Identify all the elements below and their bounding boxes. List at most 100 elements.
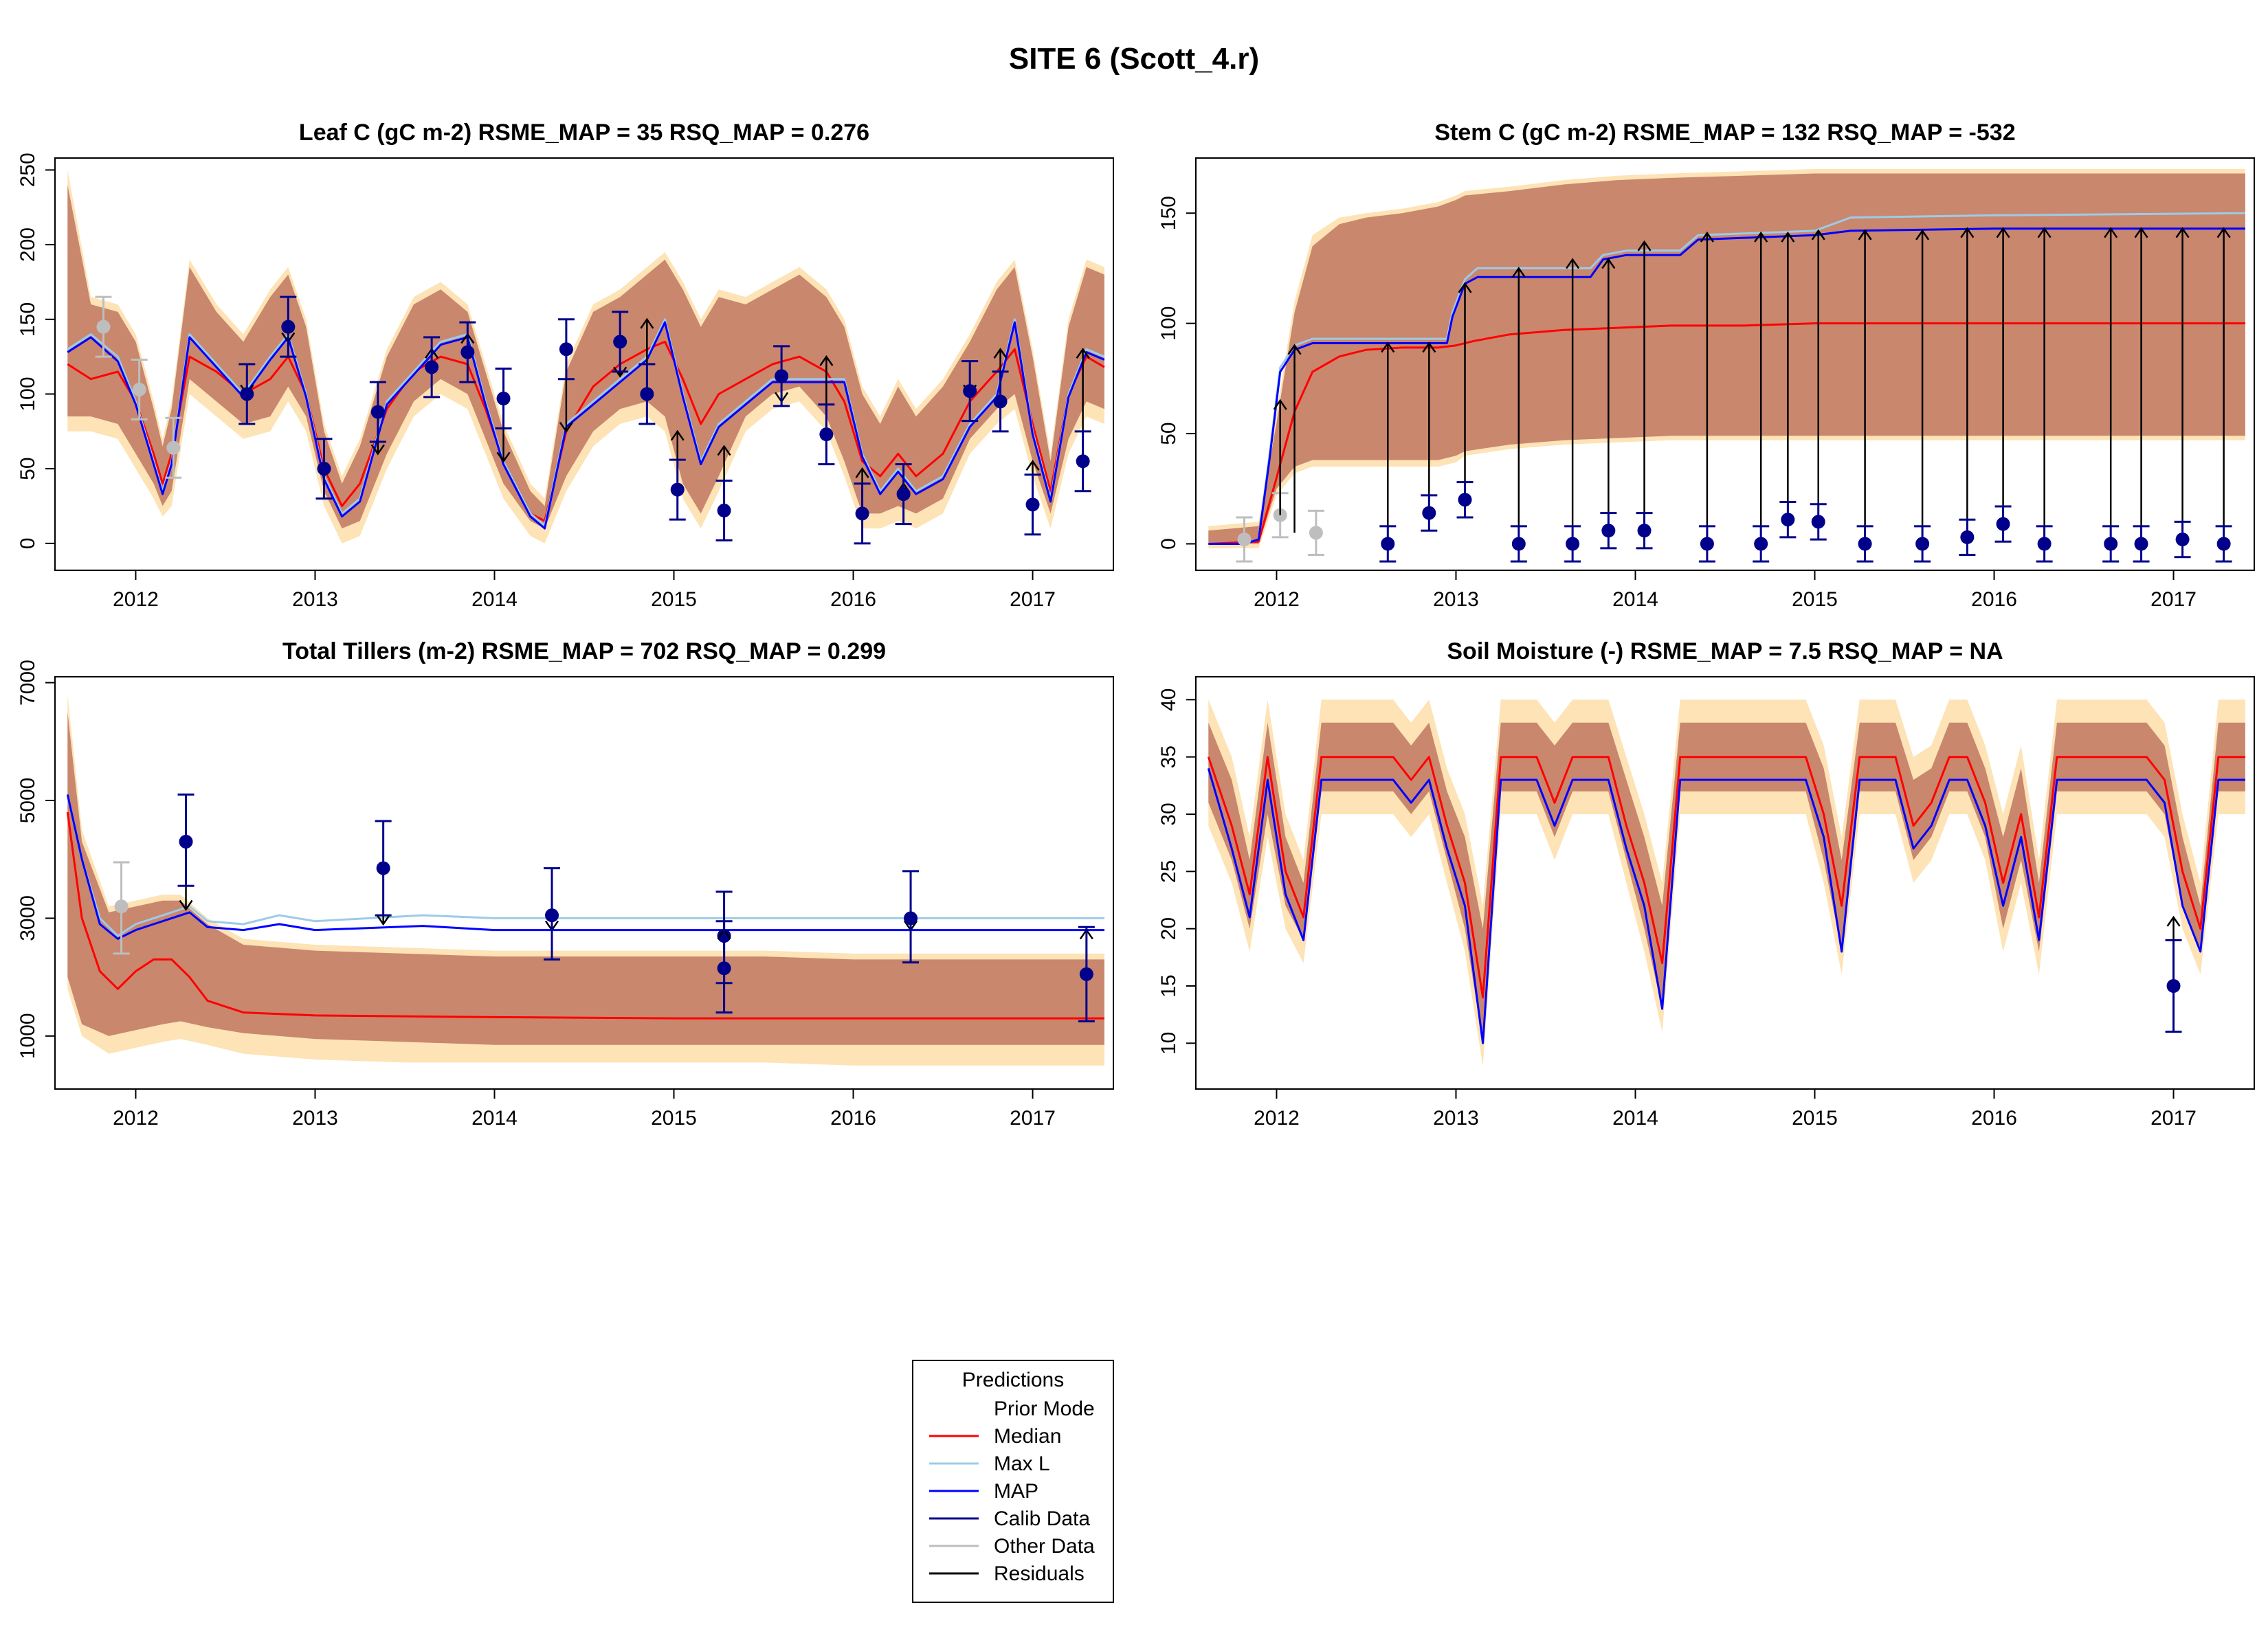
series-line-median [1207,756,2245,999]
data-point [1309,526,1323,540]
data-point [1079,967,1093,981]
x-tick-label: 2013 [292,1107,338,1130]
residual-arrowhead [496,451,511,463]
series-line-median [66,811,1104,1020]
residual-arrowhead [1601,258,1616,269]
plot-area [1208,169,2245,563]
data-point [670,482,685,497]
data-point [1076,454,1090,469]
residual-arrowhead [2104,227,2118,238]
residual-arrowhead [1273,399,1287,410]
x-tick-label: 2013 [292,588,338,611]
y-tick-label: 50 [1157,422,1180,445]
legend-label: Calib Data [994,1507,1090,1530]
data-point [2134,537,2148,551]
y-tick-label: 0 [16,538,39,550]
data-point [613,335,627,349]
residual-arrowhead [993,348,1008,359]
data-point [1960,530,1975,544]
uncertainty-band-inner [1208,722,2245,1044]
series-line-map [1208,227,2245,545]
y-tick-label: 150 [1157,196,1180,230]
y-tick-label: 250 [16,153,39,187]
data-point [1458,493,1472,507]
residual-arrowhead [819,355,834,366]
x-tick-label: 2016 [1971,588,2017,611]
panel-leaf-c: Leaf C (gC m-2) RSME_MAP = 35 RSQ_MAP = … [16,120,1114,611]
uncertainty-band-inner [67,185,1104,529]
y-tick-label: 30 [1157,803,1180,825]
legend-label: Median [994,1425,1061,1448]
data-point [376,861,390,875]
y-tick-label: 50 [16,457,39,480]
series-line-maxl [67,318,1105,527]
y-tick-label: 25 [1157,860,1180,883]
legend-label: Residuals [994,1562,1085,1585]
panel-soil-moisture: Soil Moisture (-) RSME_MAP = 7.5 RSQ_MAP… [1157,638,2255,1130]
legend: Predictions Prior Mode Median Max L MAP Cali… [912,1360,1114,1603]
residual-arrowhead [1960,227,1975,238]
residual-arrowhead [370,444,385,456]
data-point [2216,537,2231,551]
data-point [1915,537,1930,551]
residual-arrowhead [2134,227,2148,238]
data-point [993,394,1008,409]
residual-arrowhead [376,915,390,926]
data-point [1811,515,1825,529]
data-point [240,387,254,401]
x-axis: 2012 2013 2014 2015 2016 2017 [113,1088,1056,1130]
data-point [281,319,296,334]
y-tick-label: 40 [1157,688,1180,711]
data-point [179,835,193,849]
data-point [425,360,439,374]
x-tick-label: 2015 [651,1107,697,1130]
series-line-median [67,340,1105,522]
residual-arrowhead [717,445,731,456]
data-point [1700,537,1714,551]
residual-arrowhead [1287,344,1302,355]
y-axis: 10 15 20 25 30 35 40 [1157,688,1196,1055]
legend-label: Other Data [994,1535,1095,1558]
series-line-median [1208,322,2245,545]
x-tick-label: 2012 [113,1107,159,1130]
x-tick-label: 2016 [830,1107,876,1130]
residual-arrowhead [2175,227,2190,238]
residual-arrowhead [1858,229,1872,240]
data-point [1566,537,1580,551]
data-point [460,345,475,359]
x-tick-label: 2017 [2150,588,2197,611]
series-line-maxl [66,794,1104,937]
plot-area [67,170,1105,545]
residual-arrowhead [670,429,685,441]
y-axis: 0 50 100 150 [1157,196,1196,550]
data-point [717,961,731,976]
y-tick-label: 35 [1157,745,1180,768]
y-tick-label: 3000 [16,895,39,941]
data-point [166,440,181,455]
residual-arrowhead [1700,231,1714,243]
residual-arrowhead [1754,231,1768,243]
residual-arrowhead [2037,227,2052,238]
residual-arrowhead [1811,229,1825,240]
y-axis: 0 50 100 150 200 250 [16,153,55,549]
residual-arrowhead [1025,460,1040,471]
panel-title: Total Tillers (m-2) RSME_MAP = 702 RSQ_M… [282,638,886,664]
residual-arrowhead [559,422,573,434]
panel-title: Soil Moisture (-) RSME_MAP = 7.5 RSQ_MAP… [1447,638,2003,664]
data-point [114,899,129,914]
residual-arrowhead [1076,348,1090,359]
data-point [317,462,331,476]
x-tick-label: 2015 [1792,1107,1838,1130]
y-tick-label: 7000 [16,660,39,706]
y-tick-label: 5000 [16,778,39,824]
data-point [1781,513,1795,527]
y-tick-label: 150 [16,302,39,337]
x-tick-label: 2014 [1612,1107,1658,1130]
series-line-map [66,794,1104,940]
panel-stem-c: Stem C (gC m-2) RSME_MAP = 132 RSQ_MAP =… [1157,120,2255,611]
data-point [963,384,977,399]
data-point [1237,532,1252,547]
data-point [545,908,559,923]
x-tick-label: 2013 [1433,588,1479,611]
panel-title: Stem C (gC m-2) RSME_MAP = 132 RSQ_MAP =… [1434,120,2015,146]
